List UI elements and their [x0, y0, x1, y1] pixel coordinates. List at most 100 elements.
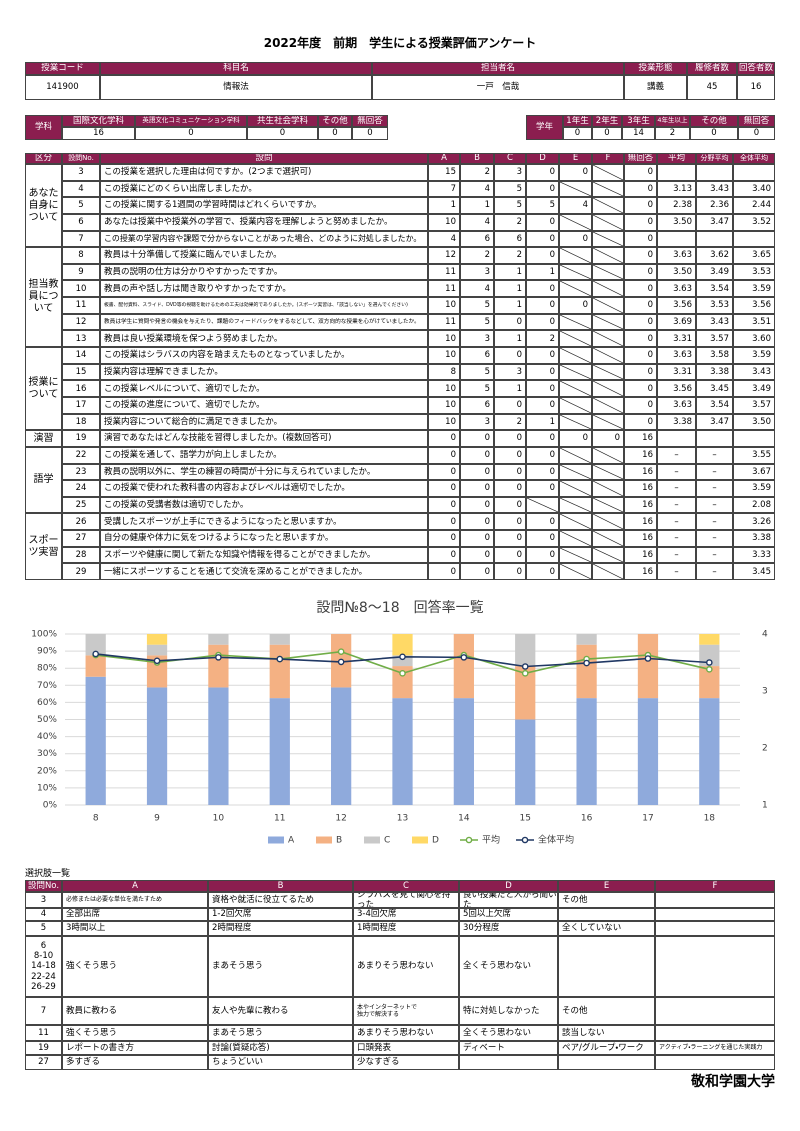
grade-value: 2: [655, 127, 690, 140]
average: 3.31: [657, 330, 696, 348]
no-answer: 16: [624, 563, 657, 580]
count: 0: [526, 530, 559, 547]
count: 8: [428, 363, 460, 381]
count: 0: [526, 313, 559, 331]
question-no: 14: [62, 347, 100, 364]
course-header: 科目名: [100, 62, 372, 75]
count-na: [592, 563, 624, 580]
count-na: [559, 213, 592, 231]
count-na: [592, 164, 624, 181]
bar-segment: [269, 634, 290, 645]
department-value: 0: [247, 127, 318, 140]
overall-average: 3.33: [733, 546, 775, 564]
y-tick-label: 30%: [37, 749, 57, 759]
course-value: 16: [737, 75, 775, 100]
question-text: あなたは授業中や授業外の学習で、授業内容を理解しようと努めましたか。: [100, 213, 428, 231]
count-na: [559, 463, 592, 481]
choices-header: C: [353, 880, 459, 892]
question-no: 18: [62, 413, 100, 431]
average: 3.69: [657, 313, 696, 331]
count: 0: [460, 463, 494, 481]
count: 10: [428, 413, 460, 431]
count: 0: [526, 363, 559, 381]
group-label: 演習: [25, 430, 62, 447]
group-label: あなた自身について: [25, 164, 62, 248]
line-marker: [92, 650, 99, 658]
choice-option: ディベート: [459, 1041, 558, 1055]
y2-tick-label: 3: [762, 687, 768, 697]
grade-header: 1年生: [563, 115, 592, 127]
no-answer: 0: [624, 297, 657, 314]
average: 3.38: [657, 413, 696, 431]
field-average: 3.62: [696, 247, 733, 264]
choice-option: 全部出席: [62, 908, 208, 921]
choice-option: [558, 1055, 655, 1070]
count-na: [592, 347, 624, 364]
count-na: [559, 313, 592, 331]
course-header: 履修者数: [687, 62, 737, 75]
department-value: 0: [318, 127, 352, 140]
average: 3.13: [657, 180, 696, 198]
count: 0: [428, 496, 460, 514]
count: 0: [494, 563, 526, 580]
choice-option: 強くそう思う: [62, 1025, 208, 1041]
y-tick-label: 70%: [37, 681, 57, 691]
average: –: [657, 463, 696, 481]
count: 5: [460, 297, 494, 314]
survey-header: F: [592, 153, 624, 164]
count: 0: [559, 430, 592, 447]
overall-average: 3.57: [733, 396, 775, 414]
count: 0: [526, 347, 559, 364]
count: 0: [494, 463, 526, 481]
count: 0: [526, 280, 559, 298]
count: 0: [460, 496, 494, 514]
average: [657, 164, 696, 181]
count: 0: [494, 496, 526, 514]
count: 1: [494, 380, 526, 397]
chart-title: 設問№8～18 回答率一覧: [316, 599, 483, 616]
question-text: この授業の受講者数は適切でしたか。: [100, 496, 428, 514]
average: 3.63: [657, 280, 696, 298]
question-no: 6: [62, 213, 100, 231]
count: 4: [559, 197, 592, 214]
course-value: 講義: [624, 75, 687, 100]
question-no: 7: [62, 230, 100, 248]
bar-segment: [637, 634, 659, 699]
field-average: –: [696, 446, 733, 464]
legend-label: 全体平均: [538, 834, 574, 846]
course-header: 授業コード: [25, 62, 100, 75]
x-tick-label: 9: [154, 814, 160, 824]
overall-average: 3.55: [733, 446, 775, 464]
count: 0: [494, 546, 526, 564]
x-tick-label: 17: [642, 814, 653, 824]
field-average: –: [696, 496, 733, 514]
average: 3.63: [657, 247, 696, 264]
no-answer: 16: [624, 496, 657, 514]
field-average: –: [696, 513, 733, 531]
bar-segment: [269, 644, 290, 699]
question-text: 板書、配付資料、スライド、DVD等の視聴を助けるための工夫は効果的でありましたか…: [100, 297, 428, 314]
overall-average: 3.59: [733, 280, 775, 298]
choices-header: 設問No.: [25, 880, 62, 892]
count-na: [592, 213, 624, 231]
y-tick-label: 60%: [37, 698, 57, 708]
bar-segment: [453, 634, 474, 699]
count: 0: [494, 430, 526, 447]
overall-average: 3.67: [733, 463, 775, 481]
average: [657, 230, 696, 248]
count: 4: [460, 280, 494, 298]
field-average: [696, 430, 733, 447]
choice-option: [558, 936, 655, 997]
question-no: 17: [62, 396, 100, 414]
legend-swatch: [268, 836, 284, 844]
line-marker: [583, 659, 590, 667]
choices-header: D: [459, 880, 558, 892]
choice-option: [655, 892, 775, 908]
bar-segment: [146, 687, 168, 805]
y-tick-label: 80%: [37, 664, 57, 674]
count: 0: [460, 446, 494, 464]
count: 0: [526, 180, 559, 198]
count-na: [592, 363, 624, 381]
y-tick-label: 100%: [31, 630, 57, 640]
count: 0: [526, 213, 559, 231]
